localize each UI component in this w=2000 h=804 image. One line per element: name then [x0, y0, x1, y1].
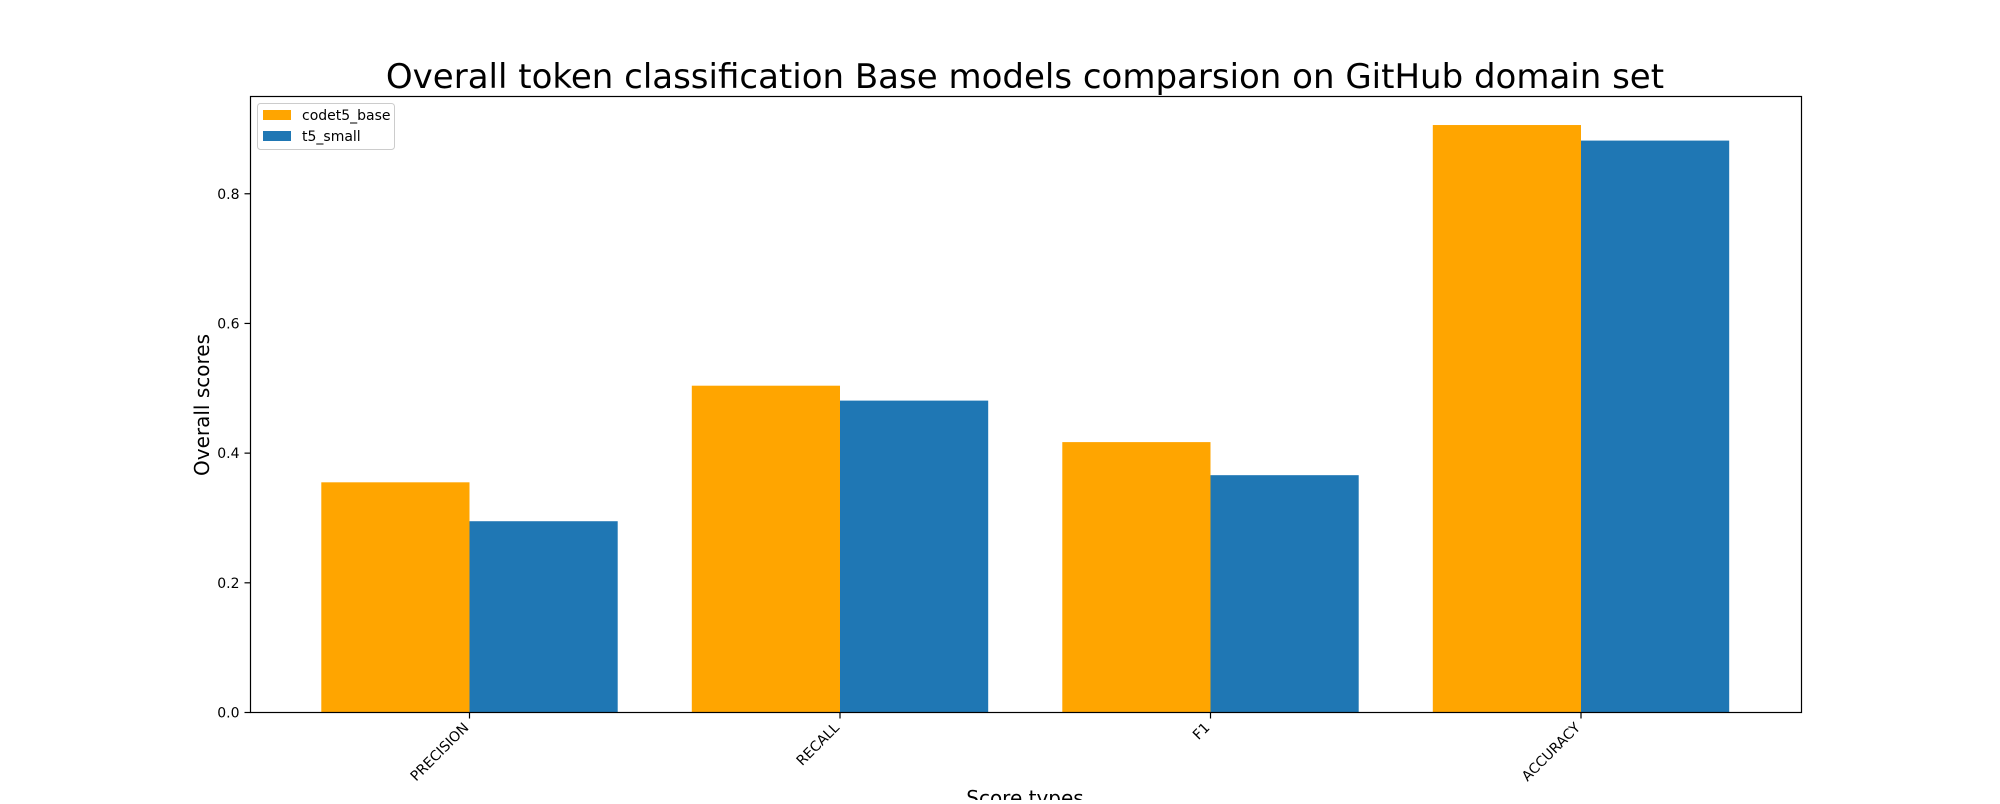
legend: codet5_base t5_small — [257, 103, 395, 150]
bar-codet5_base-accuracy — [1432, 125, 1581, 713]
y-tick-label: 0.6 — [217, 316, 239, 332]
y-axis-label: Overall scores — [190, 334, 214, 476]
bar-t5_small-recall — [840, 400, 989, 713]
bar-codet5_base-recall — [691, 385, 840, 713]
legend-box — [257, 103, 395, 150]
y-tick-label: 0.2 — [217, 576, 239, 592]
legend-swatch-t5_small — [263, 131, 291, 141]
bar-t5_small-f1 — [1210, 475, 1359, 713]
legend-label-t5_small: t5_small — [302, 129, 361, 145]
plot-frame — [249, 95, 1803, 714]
legend-swatch-codet5_base — [263, 110, 291, 120]
y-tick-label: 0.8 — [217, 187, 239, 203]
x-tick-label: RECALL — [794, 720, 843, 769]
x-tick-label: F1 — [1190, 720, 1213, 743]
bars-layer — [321, 125, 1730, 713]
y-axis: 0.0 0.2 0.4 0.6 0.8 — [217, 187, 251, 722]
bar-codet5_base-f1 — [1062, 442, 1211, 713]
bar-codet5_base-precision — [321, 482, 470, 713]
x-tick-label: ACCURACY — [1519, 720, 1584, 785]
chart-title: Overall token classification Base models… — [386, 57, 1664, 97]
y-tick-label: 0.4 — [217, 446, 239, 462]
x-axis: PRECISION RECALL F1 ACCURACY — [408, 712, 1584, 785]
y-tick-label: 0.0 — [217, 706, 239, 722]
x-tick-label: PRECISION — [408, 720, 473, 785]
bar-t5_small-accuracy — [1581, 140, 1730, 713]
bar-t5_small-precision — [469, 521, 618, 713]
legend-label-codet5_base: codet5_base — [302, 108, 391, 124]
x-axis-label: Score types — [966, 786, 1083, 800]
